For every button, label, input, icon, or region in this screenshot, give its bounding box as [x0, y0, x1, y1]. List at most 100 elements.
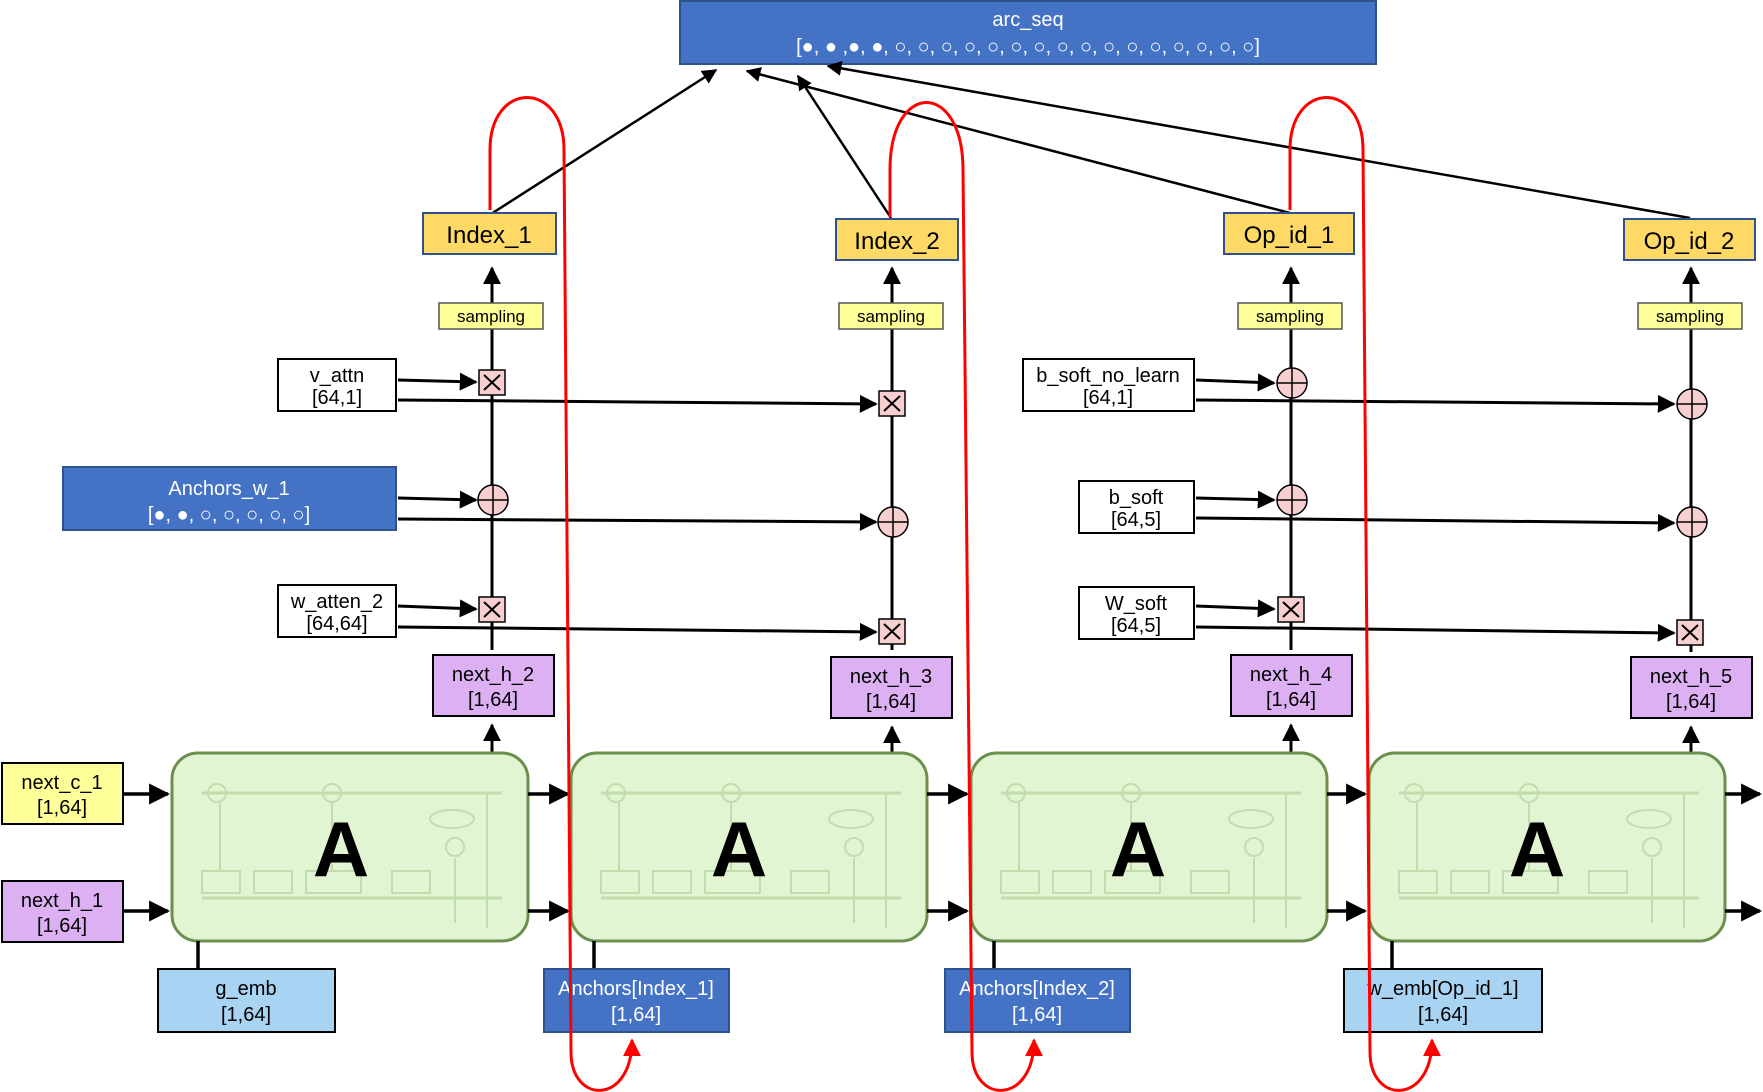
operators	[477, 367, 1708, 646]
output-to-arcseq-arrows	[490, 60, 1691, 220]
next-c-1-shape: [1,64]	[37, 797, 87, 819]
hidden-next-h-2: next_h_2 [1,64]	[432, 654, 555, 717]
input-g-emb: g_emb [1,64]	[157, 968, 336, 1033]
weight-b-soft-no-learn: b_soft_no_learn [64,1]	[1022, 358, 1195, 412]
weight-feed-lines	[397, 372, 1676, 642]
weight-anchors-w-1: Anchors_w_1 [●, ●, ○, ○, ○, ○, ○]	[62, 466, 397, 531]
add-op-icon	[1676, 506, 1708, 538]
anchors-index-2-name: Anchors[Index_2]	[959, 978, 1115, 1000]
next-h-1-shape: [1,64]	[37, 915, 87, 937]
multiply-op-icon	[1277, 596, 1305, 623]
weight-b-soft: b_soft [64,5]	[1078, 480, 1195, 534]
b-soft-name: b_soft	[1109, 487, 1164, 509]
feedback-index-1	[488, 96, 641, 1092]
add-op-icon	[1676, 388, 1708, 420]
sampling-label: sampling	[1256, 307, 1324, 326]
arrow-icon	[745, 67, 1291, 215]
arrow-icon	[490, 68, 718, 216]
sampling-label: sampling	[857, 307, 925, 326]
input-next-h-1: next_h_1 [1,64]	[1, 880, 124, 943]
sampling-box: sampling	[1637, 302, 1743, 330]
arc-seq-box: arc_seq [●, ● ,●, ●, ○, ○, ○, ○, ○, ○, ○…	[679, 0, 1377, 65]
w-atten-2-shape: [64,64]	[306, 613, 367, 635]
add-op-icon	[1276, 484, 1308, 516]
cell-label: A	[313, 805, 369, 893]
sampling-box: sampling	[1237, 302, 1343, 330]
anchors-w-1-value: [●, ●, ○, ○, ○, ○, ○]	[148, 504, 310, 526]
feedback-index-2	[888, 101, 1043, 1092]
sampling-label: sampling	[457, 307, 525, 326]
weight-w-soft: W_soft [64,5]	[1078, 586, 1195, 640]
next-h-1-name: next_h_1	[21, 890, 103, 912]
lstm-cell-1: A	[170, 751, 530, 943]
sampling-box: sampling	[838, 302, 944, 330]
output-op-id-2: Op_id_2	[1623, 218, 1756, 261]
anchors-w-1-name: Anchors_w_1	[168, 478, 289, 500]
w-soft-name: W_soft	[1105, 593, 1168, 615]
lstm-cell-3: A	[969, 751, 1329, 943]
multiply-op-icon	[878, 618, 906, 645]
output-op-id-1-label: Op_id_1	[1244, 222, 1335, 249]
cell-label: A	[1509, 805, 1565, 893]
output-index-2: Index_2	[835, 218, 959, 261]
input-next-c-1: next_c_1 [1,64]	[1, 762, 124, 825]
cell-label: A	[711, 805, 767, 893]
output-index-2-label: Index_2	[854, 228, 939, 255]
arc-seq-title: arc_seq	[992, 9, 1063, 31]
arrow-icon	[826, 60, 1691, 220]
feedback-op-id-1	[1288, 96, 1441, 1092]
add-op-icon	[477, 484, 509, 516]
multiply-op-icon	[1676, 619, 1704, 646]
input-w-emb-op-id-1: w_emb[Op_id_1] [1,64]	[1343, 968, 1543, 1033]
v-attn-shape: [64,1]	[312, 387, 362, 409]
output-index-1-label: Index_1	[446, 222, 531, 249]
b-soft-no-learn-shape: [64,1]	[1083, 387, 1133, 409]
b-soft-no-learn-name: b_soft_no_learn	[1036, 365, 1179, 387]
input-anchors-index-2: Anchors[Index_2] [1,64]	[944, 968, 1131, 1033]
next-h-3-name: next_h_3	[850, 666, 932, 688]
next-h-5-name: next_h_5	[1650, 666, 1732, 688]
weight-w-atten-2: w_atten_2 [64,64]	[277, 584, 397, 638]
multiply-op-icon	[478, 596, 506, 623]
output-op-id-2-label: Op_id_2	[1644, 228, 1735, 255]
w-emb-op-id-1-name: w_emb[Op_id_1]	[1366, 978, 1518, 1000]
cell-label: A	[1110, 805, 1166, 893]
next-h-5-shape: [1,64]	[1666, 691, 1716, 713]
v-attn-name: v_attn	[310, 365, 364, 387]
sampling-label: sampling	[1656, 307, 1724, 326]
add-op-icon	[877, 506, 909, 538]
weight-v-attn: v_attn [64,1]	[277, 358, 397, 412]
lstm-cell-2: A	[569, 751, 929, 943]
hidden-next-h-4: next_h_4 [1,64]	[1230, 654, 1353, 717]
g-emb-name: g_emb	[215, 978, 276, 1000]
hidden-next-h-3: next_h_3 [1,64]	[830, 656, 953, 719]
sampling-box: sampling	[438, 302, 544, 330]
add-op-icon	[1276, 367, 1308, 399]
arrow-icon	[796, 74, 893, 219]
multiply-op-icon	[878, 390, 906, 417]
output-index-1: Index_1	[422, 212, 557, 255]
input-anchors-index-1: Anchors[Index_1] [1,64]	[543, 968, 730, 1033]
b-soft-shape: [64,5]	[1111, 509, 1161, 531]
next-h-2-shape: [1,64]	[468, 689, 518, 711]
anchors-index-1-name: Anchors[Index_1]	[558, 978, 714, 1000]
next-h-4-name: next_h_4	[1250, 664, 1332, 686]
anchors-index-1-shape: [1,64]	[611, 1004, 661, 1026]
w-soft-shape: [64,5]	[1111, 615, 1161, 637]
w-atten-2-name: w_atten_2	[290, 591, 383, 613]
hidden-next-h-5: next_h_5 [1,64]	[1630, 656, 1753, 719]
next-h-3-shape: [1,64]	[866, 691, 916, 713]
anchors-index-2-shape: [1,64]	[1012, 1004, 1062, 1026]
feedback-loops	[488, 96, 1441, 1092]
g-emb-shape: [1,64]	[221, 1004, 271, 1026]
lstm-cell-4: A	[1367, 751, 1727, 943]
next-h-2-name: next_h_2	[452, 664, 534, 686]
sampling-boxes: sampling sampling sampling sampling	[438, 302, 1743, 330]
w-emb-op-id-1-shape: [1,64]	[1418, 1004, 1468, 1026]
output-op-id-1: Op_id_1	[1223, 212, 1355, 255]
cell-connections	[124, 783, 1763, 968]
next-c-1-name: next_c_1	[21, 772, 102, 794]
multiply-op-icon	[478, 369, 506, 396]
next-h-4-shape: [1,64]	[1266, 689, 1316, 711]
